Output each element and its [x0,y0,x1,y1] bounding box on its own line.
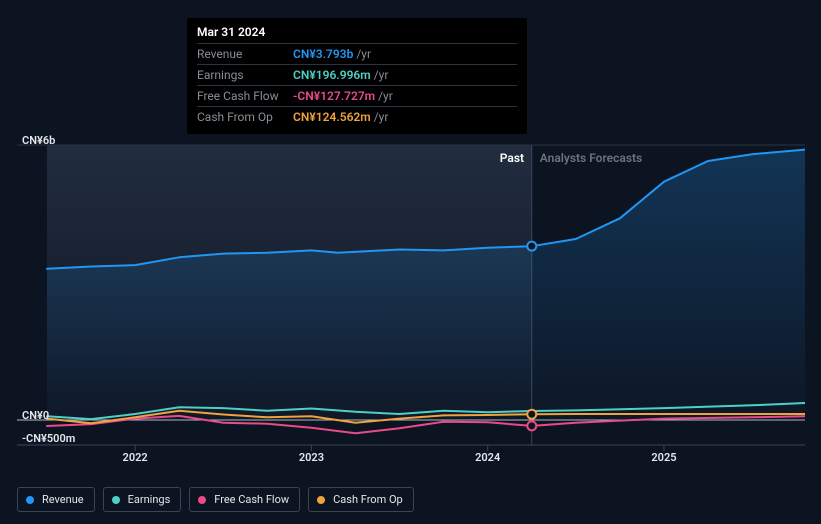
legend-label: Free Cash Flow [214,493,289,506]
tooltip-row-label: Revenue [197,47,293,61]
x-axis-label: 2022 [123,451,148,464]
legend-dot-icon [26,496,34,504]
y-axis-label: -CN¥500m [22,432,75,445]
x-axis-label: 2023 [299,451,324,464]
tooltip-row-value: CN¥3.793b [293,47,353,61]
tooltip-row: Cash From OpCN¥124.562m/yr [197,106,517,127]
chart-area [17,125,805,445]
tooltip-row-unit: /yr [374,68,389,82]
tooltip-row-value: CN¥196.996m [293,68,371,82]
tooltip-row: EarningsCN¥196.996m/yr [197,64,517,85]
y-axis-label: CN¥6b [22,134,55,147]
legend-label: Cash From Op [333,493,403,506]
legend-item[interactable]: Earnings [103,487,182,512]
tooltip-date: Mar 31 2024 [197,25,517,43]
legend-item[interactable]: Revenue [17,487,95,512]
tooltip-row-unit: /yr [356,47,371,61]
chart-svg[interactable] [17,125,805,475]
period-label-forecast: Analysts Forecasts [540,151,642,165]
legend-dot-icon [317,496,325,504]
legend-dot-icon [112,496,120,504]
period-label-past: Past [500,151,524,165]
tooltip-row: RevenueCN¥3.793b/yr [197,43,517,64]
x-axis-label: 2025 [651,451,676,464]
legend: Revenue Earnings Free Cash Flow Cash From O… [17,487,414,512]
tooltip-row-value: -CN¥127.727m [293,89,375,103]
x-axis-label: 2024 [475,451,500,464]
y-axis-label: CN¥0 [22,409,49,422]
legend-dot-icon [198,496,206,504]
tooltip-row-value: CN¥124.562m [293,110,371,124]
tooltip-row-unit: /yr [374,110,389,124]
tooltip-row: Free Cash Flow-CN¥127.727m/yr [197,85,517,106]
legend-label: Revenue [42,493,84,506]
legend-item[interactable]: Cash From Op [308,487,414,512]
tooltip-row-unit: /yr [378,89,393,103]
tooltip-row-label: Earnings [197,68,293,82]
legend-label: Earnings [128,493,171,506]
legend-item[interactable]: Free Cash Flow [189,487,300,512]
tooltip-row-label: Free Cash Flow [197,89,293,103]
tooltip: Mar 31 2024 RevenueCN¥3.793b/yrEarningsC… [187,18,527,134]
tooltip-row-label: Cash From Op [197,110,293,124]
